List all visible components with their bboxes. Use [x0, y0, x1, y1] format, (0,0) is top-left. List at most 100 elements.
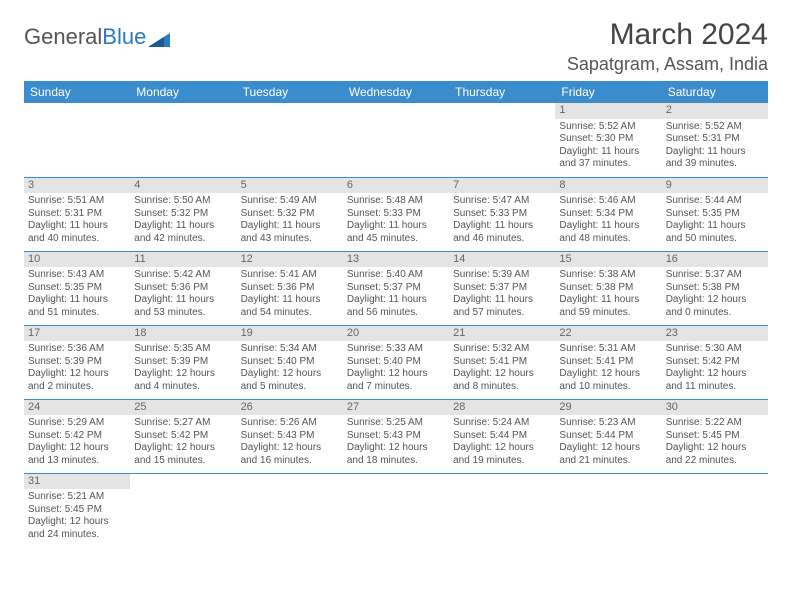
sunset-line: Sunset: 5:43 PM — [241, 430, 339, 443]
sunrise-line: Sunrise: 5:49 AM — [241, 195, 339, 208]
sunrise-line: Sunrise: 5:37 AM — [666, 269, 764, 282]
calendar-cell — [343, 473, 449, 547]
day-number: 25 — [130, 400, 236, 416]
daylight-line: Daylight: 12 hours and 5 minutes. — [241, 368, 339, 393]
day-number: 2 — [662, 103, 768, 119]
sunrise-line: Sunrise: 5:43 AM — [28, 269, 126, 282]
daylight-line: Daylight: 12 hours and 0 minutes. — [666, 294, 764, 319]
calendar-cell: 29Sunrise: 5:23 AMSunset: 5:44 PMDayligh… — [555, 399, 661, 473]
sunrise-line: Sunrise: 5:38 AM — [559, 269, 657, 282]
sunset-line: Sunset: 5:40 PM — [347, 356, 445, 369]
daylight-line: Daylight: 11 hours and 50 minutes. — [666, 220, 764, 245]
calendar-cell: 28Sunrise: 5:24 AMSunset: 5:44 PMDayligh… — [449, 399, 555, 473]
daylight-line: Daylight: 11 hours and 48 minutes. — [559, 220, 657, 245]
day-number: 21 — [449, 326, 555, 342]
sunset-line: Sunset: 5:37 PM — [453, 282, 551, 295]
calendar-cell: 13Sunrise: 5:40 AMSunset: 5:37 PMDayligh… — [343, 251, 449, 325]
sunset-line: Sunset: 5:31 PM — [666, 133, 764, 146]
sunset-line: Sunset: 5:42 PM — [666, 356, 764, 369]
calendar-cell — [449, 103, 555, 177]
calendar-cell: 14Sunrise: 5:39 AMSunset: 5:37 PMDayligh… — [449, 251, 555, 325]
sunrise-line: Sunrise: 5:51 AM — [28, 195, 126, 208]
sunset-line: Sunset: 5:45 PM — [28, 504, 126, 517]
brand-logo: GeneralBlue — [24, 24, 170, 50]
sunset-line: Sunset: 5:36 PM — [241, 282, 339, 295]
sunrise-line: Sunrise: 5:39 AM — [453, 269, 551, 282]
sunrise-line: Sunrise: 5:26 AM — [241, 417, 339, 430]
daylight-line: Daylight: 12 hours and 15 minutes. — [134, 442, 232, 467]
sunset-line: Sunset: 5:38 PM — [559, 282, 657, 295]
calendar-row: 31Sunrise: 5:21 AMSunset: 5:45 PMDayligh… — [24, 473, 768, 547]
sunrise-line: Sunrise: 5:42 AM — [134, 269, 232, 282]
sunrise-line: Sunrise: 5:23 AM — [559, 417, 657, 430]
daylight-line: Daylight: 12 hours and 2 minutes. — [28, 368, 126, 393]
calendar-cell: 25Sunrise: 5:27 AMSunset: 5:42 PMDayligh… — [130, 399, 236, 473]
calendar-cell — [555, 473, 661, 547]
day-number: 17 — [24, 326, 130, 342]
day-header: Sunday — [24, 81, 130, 103]
daylight-line: Daylight: 11 hours and 43 minutes. — [241, 220, 339, 245]
sunset-line: Sunset: 5:30 PM — [559, 133, 657, 146]
daylight-line: Daylight: 11 hours and 39 minutes. — [666, 146, 764, 171]
sunrise-line: Sunrise: 5:25 AM — [347, 417, 445, 430]
day-header: Monday — [130, 81, 236, 103]
calendar-cell — [237, 473, 343, 547]
calendar-cell: 27Sunrise: 5:25 AMSunset: 5:43 PMDayligh… — [343, 399, 449, 473]
day-number: 27 — [343, 400, 449, 416]
daylight-line: Daylight: 12 hours and 11 minutes. — [666, 368, 764, 393]
calendar-cell — [662, 473, 768, 547]
calendar-cell: 1Sunrise: 5:52 AMSunset: 5:30 PMDaylight… — [555, 103, 661, 177]
sunrise-line: Sunrise: 5:52 AM — [666, 121, 764, 134]
day-number: 11 — [130, 252, 236, 268]
location-label: Sapatgram, Assam, India — [567, 54, 768, 75]
brand-text-1: General — [24, 24, 102, 50]
daylight-line: Daylight: 11 hours and 42 minutes. — [134, 220, 232, 245]
sunset-line: Sunset: 5:38 PM — [666, 282, 764, 295]
sunrise-line: Sunrise: 5:32 AM — [453, 343, 551, 356]
calendar-cell — [449, 473, 555, 547]
day-header: Tuesday — [237, 81, 343, 103]
daylight-line: Daylight: 12 hours and 19 minutes. — [453, 442, 551, 467]
header: GeneralBlue March 2024 Sapatgram, Assam,… — [24, 18, 768, 75]
daylight-line: Daylight: 12 hours and 18 minutes. — [347, 442, 445, 467]
day-number: 31 — [24, 474, 130, 490]
sunrise-line: Sunrise: 5:47 AM — [453, 195, 551, 208]
sunset-line: Sunset: 5:43 PM — [347, 430, 445, 443]
title-block: March 2024 Sapatgram, Assam, India — [567, 18, 768, 75]
calendar-cell — [130, 103, 236, 177]
sunrise-line: Sunrise: 5:44 AM — [666, 195, 764, 208]
calendar-header: SundayMondayTuesdayWednesdayThursdayFrid… — [24, 81, 768, 103]
daylight-line: Daylight: 11 hours and 46 minutes. — [453, 220, 551, 245]
sunset-line: Sunset: 5:44 PM — [453, 430, 551, 443]
calendar-cell — [130, 473, 236, 547]
calendar-cell: 21Sunrise: 5:32 AMSunset: 5:41 PMDayligh… — [449, 325, 555, 399]
day-header: Wednesday — [343, 81, 449, 103]
sunrise-line: Sunrise: 5:50 AM — [134, 195, 232, 208]
daylight-line: Daylight: 11 hours and 57 minutes. — [453, 294, 551, 319]
calendar-table: SundayMondayTuesdayWednesdayThursdayFrid… — [24, 81, 768, 547]
calendar-cell: 23Sunrise: 5:30 AMSunset: 5:42 PMDayligh… — [662, 325, 768, 399]
day-number: 14 — [449, 252, 555, 268]
sunset-line: Sunset: 5:35 PM — [28, 282, 126, 295]
sunset-line: Sunset: 5:40 PM — [241, 356, 339, 369]
brand-text-2: Blue — [102, 24, 146, 50]
sunset-line: Sunset: 5:33 PM — [347, 208, 445, 221]
day-number: 15 — [555, 252, 661, 268]
sunrise-line: Sunrise: 5:21 AM — [28, 491, 126, 504]
sunset-line: Sunset: 5:42 PM — [134, 430, 232, 443]
calendar-cell: 17Sunrise: 5:36 AMSunset: 5:39 PMDayligh… — [24, 325, 130, 399]
day-number: 12 — [237, 252, 343, 268]
calendar-cell: 20Sunrise: 5:33 AMSunset: 5:40 PMDayligh… — [343, 325, 449, 399]
sunset-line: Sunset: 5:32 PM — [134, 208, 232, 221]
daylight-line: Daylight: 12 hours and 13 minutes. — [28, 442, 126, 467]
sunset-line: Sunset: 5:44 PM — [559, 430, 657, 443]
day-number: 18 — [130, 326, 236, 342]
day-number: 20 — [343, 326, 449, 342]
sunrise-line: Sunrise: 5:34 AM — [241, 343, 339, 356]
daylight-line: Daylight: 12 hours and 7 minutes. — [347, 368, 445, 393]
daylight-line: Daylight: 11 hours and 45 minutes. — [347, 220, 445, 245]
sunrise-line: Sunrise: 5:36 AM — [28, 343, 126, 356]
daylight-line: Daylight: 11 hours and 54 minutes. — [241, 294, 339, 319]
sunrise-line: Sunrise: 5:31 AM — [559, 343, 657, 356]
calendar-cell: 11Sunrise: 5:42 AMSunset: 5:36 PMDayligh… — [130, 251, 236, 325]
